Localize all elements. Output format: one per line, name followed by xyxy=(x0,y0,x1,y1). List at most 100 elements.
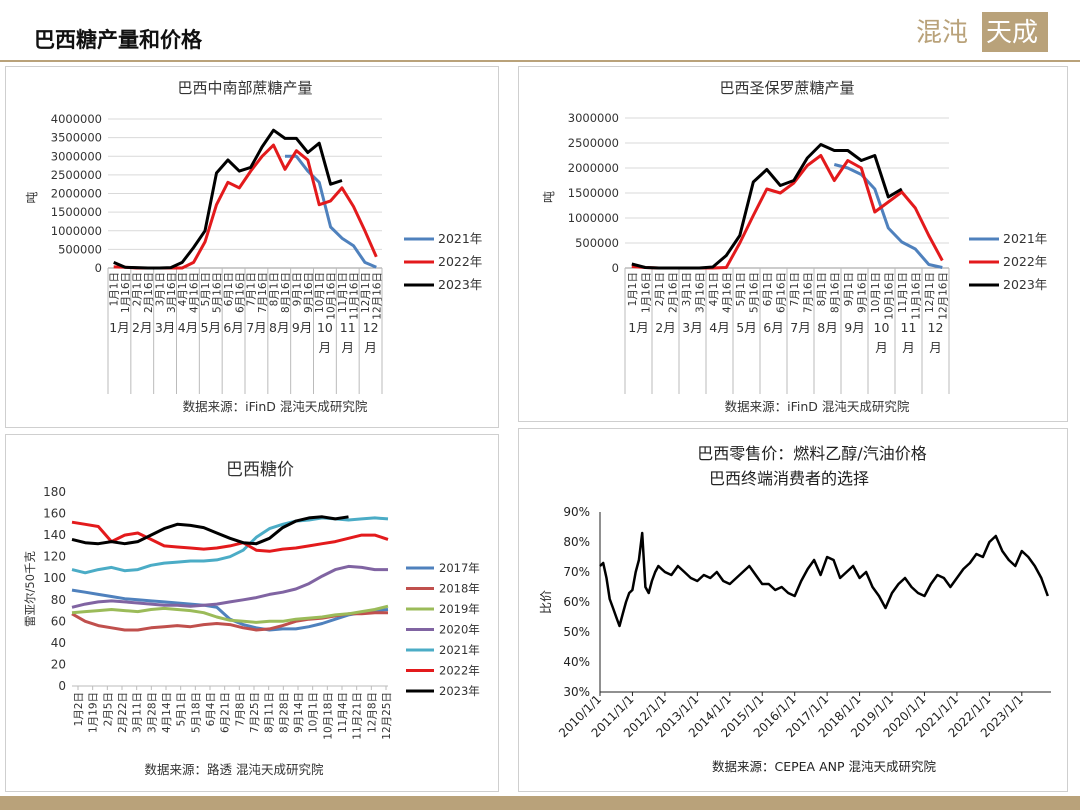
month-label: 1月 xyxy=(109,320,129,335)
x-tick-label: 10月16日 xyxy=(326,272,338,320)
x-tick-label: 6月4日 xyxy=(205,692,217,726)
x-tick-label: 2月1日 xyxy=(132,272,144,306)
x-tick-label: 1月2日 xyxy=(73,692,85,726)
x-tick-label: 11月16日 xyxy=(910,272,922,320)
y-tick-label: 2500000 xyxy=(51,168,102,182)
x-tick-label: 3月1日 xyxy=(681,272,693,306)
x-tick-label: 2月16日 xyxy=(143,272,155,313)
y-tick-label: 70% xyxy=(563,565,590,579)
chart-brazil-sugar-price: 巴西糖价 0 20 40 60 80 100 120 140 160 180 雷亚尔/50千克 1月2日… xyxy=(23,460,480,777)
series-line-2020年 xyxy=(71,564,388,609)
x-tick-label: 5月1日 xyxy=(200,272,212,306)
x-tick-label: 12月8日 xyxy=(366,692,378,733)
month-label: 9月 xyxy=(292,320,312,335)
x-tick-label: 10月18日 xyxy=(322,692,334,740)
legend-label: 2018年 xyxy=(439,582,480,596)
svg-text:天成: 天成 xyxy=(986,18,1038,48)
x-tick-label: 7月16日 xyxy=(802,272,814,313)
chart-title: 巴西中南部蔗糖产量 xyxy=(177,79,312,97)
chart-panel-sao-paulo: 巴西圣保罗蔗糖产量 0 500000 1000000 1500000 2000000 250… xyxy=(518,66,1068,422)
month-label: 7月 xyxy=(790,320,810,335)
y-tick-label: 500000 xyxy=(575,236,619,250)
month-label: 8月 xyxy=(817,320,837,335)
y-tick-label: 0 xyxy=(58,679,66,693)
x-tick-label: 9月16日 xyxy=(856,272,868,313)
x-tick-label: 12月1日 xyxy=(360,272,372,313)
x-tick-label: 3月28日 xyxy=(146,692,158,733)
y-tick-label: 500000 xyxy=(58,242,102,256)
legend-label: 2023年 xyxy=(439,684,480,698)
legend-label: 2022年 xyxy=(1003,254,1047,269)
x-tick-label: 6月16日 xyxy=(234,272,246,313)
chart-central-south-production: 巴西中南部蔗糖产量 0 500000 1000000 1500000 2000000 250… xyxy=(25,79,482,414)
x-tick-label: 8月11日 xyxy=(264,692,276,733)
y-tick-label: 2500000 xyxy=(568,136,619,150)
month-label: 12 月 xyxy=(363,320,379,355)
y-tick-label: 180 xyxy=(43,485,66,499)
x-tick-label: 4月1日 xyxy=(708,272,720,306)
x-tick-label: 2月16日 xyxy=(667,272,679,313)
source-note: 数据来源：路透 混沌天成研究院 xyxy=(145,762,324,777)
x-tick-label: 4月16日 xyxy=(721,272,733,313)
y-tick-label: 90% xyxy=(563,505,590,519)
source-note: 数据来源：CEPEA ANP 混沌天成研究院 xyxy=(712,759,936,774)
x-tick-label: 9月1日 xyxy=(291,272,303,306)
x-tick-label: 3月1日 xyxy=(154,272,166,306)
month-label: 6月 xyxy=(763,320,783,335)
brand-logo: 混沌 天成 xyxy=(916,12,1048,52)
legend-label: 2021年 xyxy=(439,643,480,657)
x-tick-label: 5月18日 xyxy=(190,692,202,733)
y-axis-title: 雷亚尔/50千克 xyxy=(23,551,37,628)
x-tick-label: 10月16日 xyxy=(883,272,895,320)
month-label: 5月 xyxy=(736,320,756,335)
chart-title: 巴西零售价：燃料乙醇/汽油价格 xyxy=(697,444,926,463)
y-tick-label: 3000000 xyxy=(568,111,619,125)
x-tick-label: 1月19日 xyxy=(88,692,100,733)
header-divider xyxy=(0,60,1080,62)
x-tick-label: 6月1日 xyxy=(223,272,235,306)
x-tick-label: 5月1日 xyxy=(735,272,747,306)
x-tick-label: 8月28日 xyxy=(278,692,290,733)
chart-panel-ethanol-ratio: 巴西零售价：燃料乙醇/汽油价格 巴西终端消费者的选择 30% 40% 50% 60% 70%… xyxy=(518,428,1068,792)
chart-panel-central-south: 巴西中南部蔗糖产量 0 500000 1000000 1500000 2000000 250… xyxy=(5,66,499,428)
month-label: 7月 xyxy=(246,320,266,335)
x-tick-label: 12月25日 xyxy=(381,692,393,740)
legend-label: 2023年 xyxy=(1003,277,1047,292)
source-note: 数据来源：iFinD 混沌天成研究院 xyxy=(725,399,910,414)
x-tick-label: 9月1日 xyxy=(843,272,855,306)
month-label: 4月 xyxy=(709,320,729,335)
month-label: 6月 xyxy=(223,320,243,335)
legend-label: 2021年 xyxy=(1003,231,1047,246)
x-tick-label: 4月14日 xyxy=(161,692,173,733)
legend-label: 2020年 xyxy=(439,623,480,637)
y-tick-label: 4000000 xyxy=(51,112,102,126)
month-label: 10 月 xyxy=(874,320,890,355)
x-tick-label: 2月5日 xyxy=(102,692,114,726)
x-tick-label: 7月1日 xyxy=(246,272,258,306)
page-header: 巴西糖产量和价格 混沌 天成 xyxy=(0,0,1080,68)
series-line-2023年 xyxy=(71,515,349,546)
month-label: 10 月 xyxy=(317,320,333,355)
y-tick-label: 80% xyxy=(563,535,590,549)
chart-subtitle: 巴西终端消费者的选择 xyxy=(709,469,869,488)
x-tick-label: 2月1日 xyxy=(654,272,666,306)
source-note: 数据来源：iFinD 混沌天成研究院 xyxy=(183,399,368,414)
legend-label: 2022年 xyxy=(438,254,482,269)
x-tick-label: 11月4日 xyxy=(337,692,349,733)
legend-label: 2022年 xyxy=(439,664,480,678)
y-tick-label: 30% xyxy=(563,685,590,699)
x-tick-label: 2月22日 xyxy=(117,692,129,733)
month-label: 3月 xyxy=(682,320,702,335)
series-line-ratio xyxy=(599,531,1049,628)
x-tick-label: 11月1日 xyxy=(897,272,909,313)
x-tick-label: 4月16日 xyxy=(189,272,201,313)
y-tick-label: 120 xyxy=(43,550,66,564)
y-tick-label: 160 xyxy=(43,507,66,521)
y-tick-label: 1000000 xyxy=(568,211,619,225)
x-tick-label: 10月1日 xyxy=(314,272,326,313)
x-tick-label: 10月1日 xyxy=(308,692,320,733)
y-tick-label: 1500000 xyxy=(51,205,102,219)
chart-title: 巴西糖价 xyxy=(226,460,294,480)
chart-panel-sugar-price: 巴西糖价 0 20 40 60 80 100 120 140 160 180 雷亚尔/50千克 1月2日… xyxy=(5,434,499,792)
